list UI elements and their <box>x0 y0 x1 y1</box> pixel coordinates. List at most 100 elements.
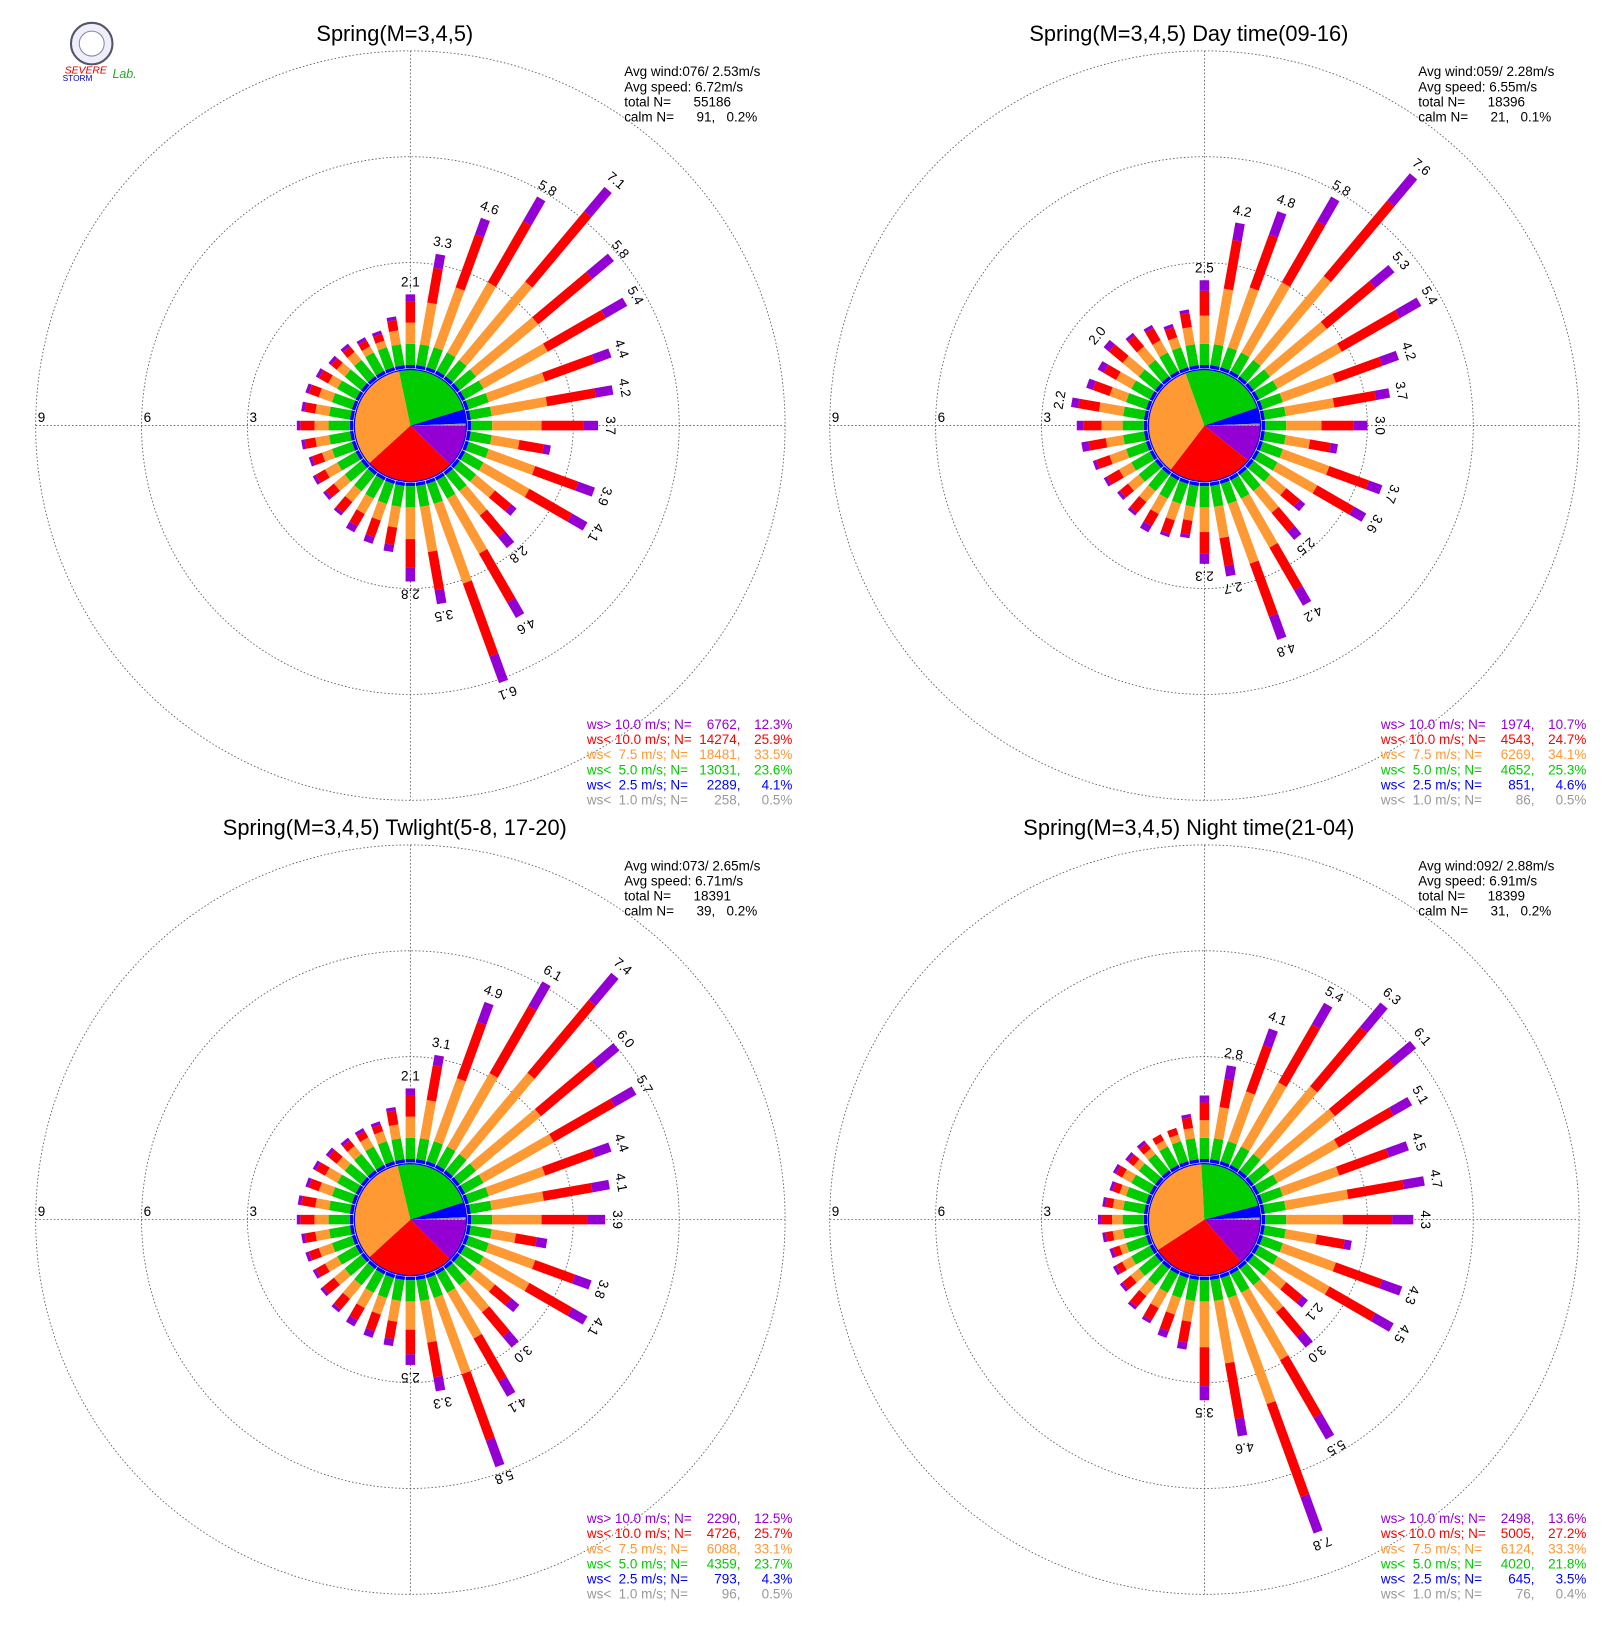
bar-segment <box>1272 1256 1330 1295</box>
bar-segment <box>433 500 472 584</box>
bar-segment <box>371 330 383 338</box>
bar-segment <box>462 1194 469 1205</box>
bar-segment <box>1271 506 1295 532</box>
bar-segment <box>1109 1247 1116 1259</box>
bar-segment <box>1105 1197 1115 1209</box>
bar-segment <box>1374 388 1391 401</box>
bar-segment <box>1103 476 1112 487</box>
bar-segment <box>305 1177 312 1188</box>
bar-segment <box>1105 435 1125 448</box>
bar-segment <box>453 1163 477 1185</box>
bar-segment <box>426 1141 443 1165</box>
bar-label: 6.3 <box>1380 984 1404 1008</box>
bar-label: 4.2 <box>616 377 634 398</box>
bar-segment <box>1224 564 1236 577</box>
bar-segment <box>434 370 445 379</box>
legend-percent: 10.7% <box>1548 717 1586 732</box>
bar-segment <box>426 480 443 505</box>
bar-segment <box>395 480 406 487</box>
bar-label: 3.6 <box>1363 512 1385 536</box>
bar-label: 3.5 <box>433 607 454 625</box>
bar-segment <box>1155 1140 1168 1152</box>
stat-line: total N= 18396 <box>1418 94 1525 109</box>
bar-segment <box>333 1268 351 1285</box>
bar-segment <box>1119 1282 1129 1292</box>
bar-segment <box>387 1299 401 1322</box>
ring-label: 9 <box>832 1204 839 1219</box>
legend-count: 4543, <box>1501 732 1535 747</box>
bar-segment <box>374 1131 387 1145</box>
bar-segment <box>453 460 477 482</box>
bar-segment <box>1261 420 1266 431</box>
bar-segment <box>433 253 446 270</box>
legend-percent: 33.5% <box>754 747 792 762</box>
pie-wedge <box>410 1217 467 1220</box>
bar-segment <box>1139 1279 1156 1297</box>
bar-segment <box>479 509 506 538</box>
bar-segment <box>1323 200 1395 283</box>
legend-percent: 13.6% <box>1548 1511 1586 1526</box>
legend-percent: 25.7% <box>754 1526 792 1541</box>
legend-label: ws< 2.5 m/s; N= <box>586 777 688 792</box>
bar-label: 5.4 <box>1323 983 1347 1006</box>
bar-segment <box>328 355 338 366</box>
bar-segment <box>1279 1166 1340 1197</box>
bar-segment <box>445 468 467 492</box>
bar-segment <box>325 483 340 498</box>
bar-segment <box>314 420 329 431</box>
bar-label: 6.0 <box>614 1027 638 1051</box>
bar-segment <box>528 981 551 1011</box>
bar-segment <box>335 495 353 513</box>
bar-segment <box>488 1284 512 1306</box>
bar-segment <box>360 458 370 469</box>
legend-percent: 12.5% <box>754 1511 792 1526</box>
bar-segment <box>505 1298 520 1313</box>
bar-segment <box>333 1292 351 1310</box>
bar-segment <box>1199 507 1210 533</box>
ring-label: 6 <box>938 410 945 425</box>
bar-segment <box>385 1106 396 1113</box>
bar-segment <box>1227 500 1259 564</box>
bar-segment <box>387 505 401 528</box>
bar-segment <box>434 1164 445 1173</box>
bar-segment <box>305 1251 312 1262</box>
bar-label: 5.8 <box>493 1467 516 1488</box>
bar-segment <box>349 509 365 527</box>
bar-segment <box>321 449 336 462</box>
legend-percent: 12.3% <box>754 717 792 732</box>
bar-segment <box>1245 458 1254 469</box>
bar-segment <box>304 437 317 449</box>
bar-label: 7.6 <box>1409 155 1433 179</box>
bar-segment <box>318 1243 336 1257</box>
bar-segment <box>387 319 399 332</box>
bar-segment <box>1228 1164 1239 1173</box>
bar-segment <box>327 375 342 389</box>
bar-segment <box>315 404 331 417</box>
legend-count: 76, <box>1516 1586 1535 1601</box>
bar-segment <box>1280 488 1300 507</box>
bar-segment <box>1101 1214 1113 1225</box>
legend-count: 258, <box>714 792 740 807</box>
legend-percent: 0.5% <box>762 792 793 807</box>
bar-segment <box>1149 1244 1158 1255</box>
bar-segment <box>360 1252 370 1263</box>
bar-segment <box>436 1146 456 1170</box>
bar-segment <box>1138 460 1162 482</box>
bar-segment <box>1259 393 1283 410</box>
bar-segment <box>517 439 544 454</box>
bar-segment <box>1353 420 1368 431</box>
bar-segment <box>1199 1386 1210 1401</box>
bar-segment <box>337 380 361 400</box>
bar-segment <box>1349 506 1367 522</box>
bar-segment <box>1122 1169 1136 1183</box>
bar-label: 3.8 <box>591 1278 612 1301</box>
ring <box>829 844 1580 1595</box>
legend-count: 13031, <box>699 762 740 777</box>
bar-segment <box>1149 391 1158 402</box>
bar-segment <box>1249 234 1278 291</box>
bar-segment <box>1139 485 1156 503</box>
pie-outline <box>1147 1162 1262 1277</box>
bar-segment <box>1143 509 1159 527</box>
bar-segment <box>490 435 520 450</box>
